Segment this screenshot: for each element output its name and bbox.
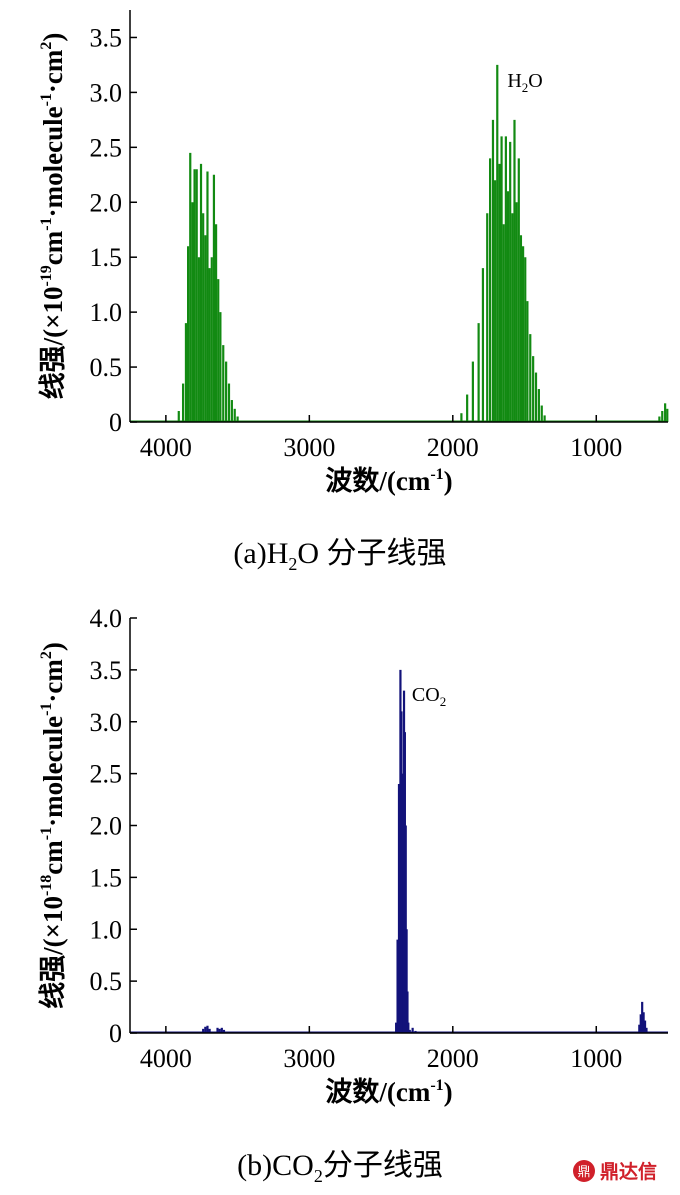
- co2-species-annotation: CO2: [412, 684, 446, 709]
- h2o-y-tick-label: 1.0: [90, 298, 123, 327]
- h2o-x-tick-label: 1000: [570, 433, 622, 462]
- co2-series: [202, 669, 648, 1033]
- h2o-species-annotation: H2O: [507, 70, 542, 95]
- co2-y-tick-label: 1.0: [90, 915, 123, 944]
- co2-x-tick-label: 1000: [570, 1044, 622, 1073]
- chart-caption-h2o: (a)H2O 分子线强: [233, 537, 447, 574]
- h2o-y-tick-label: 0.5: [90, 353, 123, 382]
- co2-y-tick-label: 4.0: [90, 604, 123, 633]
- co2-y-axis-title: 线强/(×10-18cm-1·molecule-1·cm2): [38, 642, 68, 1009]
- chart-panel-h2o: 0 0.5 1.0 1.5 2.0 2.5 3.0 3.5 4000 3000 2000 1000 波数…: [0, 0, 680, 580]
- chart-panel-co2: 0 0.5 1.0 1.5 2.0 2.5 3.0 3.5 4.0 4000 3000 2000 100…: [0, 590, 680, 1130]
- co2-x-tick-label: 2000: [427, 1044, 479, 1073]
- h2o-x-tick-label: 2000: [427, 433, 479, 462]
- svg-text:鼎: 鼎: [577, 1165, 590, 1180]
- h2o-series: [177, 64, 669, 422]
- watermark-seal-icon: [573, 1160, 595, 1182]
- h2o-y-tick-label: 3.5: [90, 23, 123, 52]
- co2-y-tick-label: 2.0: [90, 812, 123, 841]
- watermark-logo: 鼎 鼎达信: [573, 1160, 657, 1183]
- chart-h2o-svg: 0 0.5 1.0 1.5 2.0 2.5 3.0 3.5 4000 3000 2000 1000 波数…: [38, 10, 669, 496]
- h2o-y-tick-label: 2.0: [90, 188, 123, 217]
- h2o-x-tick-label: 4000: [140, 433, 192, 462]
- chart-caption-co2: (b)CO2分子线强: [237, 1149, 443, 1186]
- co2-y-tick-label: 0: [109, 1019, 122, 1048]
- co2-y-tick-label: 3.0: [90, 708, 123, 737]
- chart-co2-svg: 0 0.5 1.0 1.5 2.0 2.5 3.0 3.5 4.0 4000 3000 2000 100…: [38, 604, 668, 1107]
- co2-x-tick-label: 4000: [140, 1044, 192, 1073]
- h2o-x-axis-title: 波数/(cm-1): [325, 466, 452, 496]
- co2-x-axis-title: 波数/(cm-1): [325, 1077, 452, 1107]
- h2o-y-axis-title: 线强/(×10-19cm-1·molecule-1·cm2): [38, 33, 68, 400]
- co2-y-tick-label: 1.5: [90, 863, 123, 892]
- h2o-y-tick-label: 2.5: [90, 133, 123, 162]
- co2-x-tick-label: 3000: [283, 1044, 335, 1073]
- watermark-label: 鼎达信: [600, 1160, 657, 1183]
- h2o-y-tick-label: 0: [109, 408, 122, 437]
- h2o-x-tick-label: 3000: [283, 433, 335, 462]
- h2o-y-tick-label: 1.5: [90, 243, 123, 272]
- h2o-y-tick-label: 3.0: [90, 78, 123, 107]
- co2-y-tick-label: 2.5: [90, 760, 123, 789]
- co2-y-tick-label: 3.5: [90, 656, 123, 685]
- co2-y-tick-label: 0.5: [90, 967, 123, 996]
